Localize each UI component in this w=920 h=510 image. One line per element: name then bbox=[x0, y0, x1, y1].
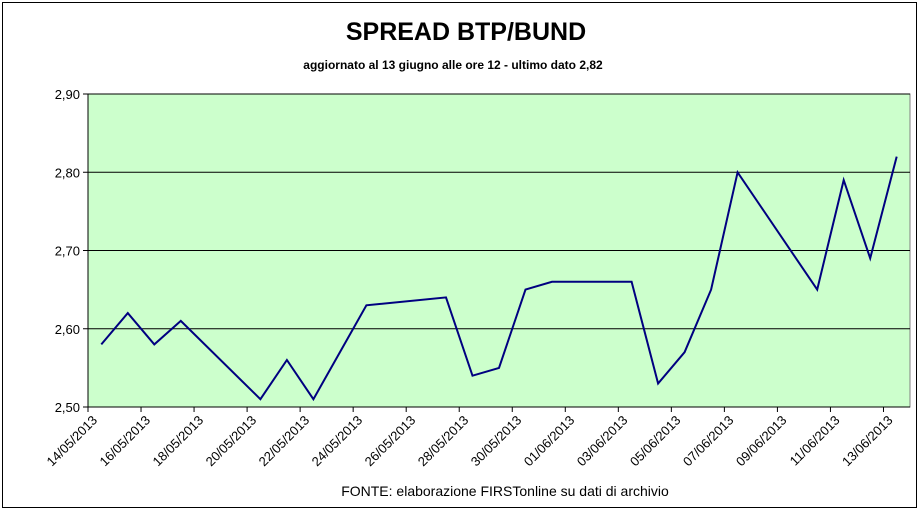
y-tick-label: 2,80 bbox=[55, 165, 80, 180]
source-note: FONTE: elaborazione FIRSTonline su dati … bbox=[341, 483, 669, 499]
y-tick-label: 2,50 bbox=[55, 400, 80, 415]
data-line bbox=[100, 156, 898, 402]
chart-subtitle: aggiornato al 13 giugno alle ore 12 - ul… bbox=[303, 58, 603, 72]
y-tick-label: 2,60 bbox=[55, 322, 80, 337]
y-tick-label: 2,70 bbox=[55, 244, 80, 259]
chart-title: SPREAD BTP/BUND bbox=[346, 18, 586, 46]
y-tick-label: 2,90 bbox=[55, 87, 80, 102]
